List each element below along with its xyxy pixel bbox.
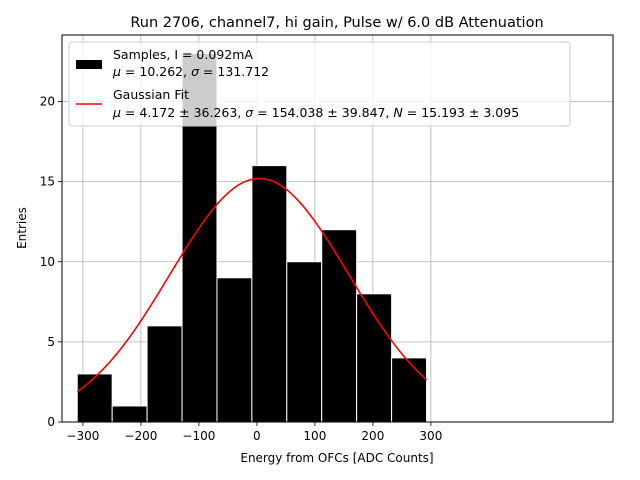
histogram-bar [111,405,148,423]
histogram-bar [251,165,288,423]
legend-samples-swatch [76,60,102,69]
histogram-bar [356,293,393,423]
legend-fit-line2: μ = 4.172 ± 36.263, σ = 154.038 ± 39.847… [112,105,519,120]
legend: Samples, I = 0.092mA μ = 10.262, σ = 131… [68,41,571,127]
gaussian-fit [76,177,428,393]
y-tick-label: 10 [40,255,55,269]
histogram-bar [391,357,428,423]
x-tick-label: −300 [66,429,99,443]
histogram-bar [146,325,183,423]
plot-frame [61,34,614,423]
y-tick-label: 0 [47,415,55,429]
x-tick-label: 200 [361,429,384,443]
legend-samples-line1: Samples, I = 0.092mA [113,47,253,62]
x-tick-label: −200 [124,429,157,443]
x-tick-label: −100 [182,429,215,443]
gaussian-fit-curve [76,177,428,393]
y-tick-label: 5 [47,335,55,349]
histogram-bar [286,261,323,423]
legend-samples-line2: μ = 10.262, σ = 131.712 [112,64,269,79]
y-tick-label: 15 [40,175,55,189]
x-tick-label: 0 [253,429,261,443]
legend-fit-line1: Gaussian Fit [113,87,189,102]
x-tick-label: 300 [419,429,442,443]
y-axis-ticks: 0 5 10 15 20 [40,95,62,429]
histogram-bar [216,277,253,423]
histogram-bar [76,373,113,423]
x-axis-label: Energy from OFCs [ADC Counts] [240,451,433,465]
x-tick-label: 100 [303,429,326,443]
histogram-bars [76,52,428,423]
chart-title: Run 2706, channel7, hi gain, Pulse w/ 6.… [130,15,543,31]
y-tick-label: 20 [40,95,55,109]
legend-frame [68,41,571,127]
x-axis-ticks: −300 −200 −100 0 100 200 300 [66,422,442,443]
y-axis-label: Entries [15,207,29,249]
